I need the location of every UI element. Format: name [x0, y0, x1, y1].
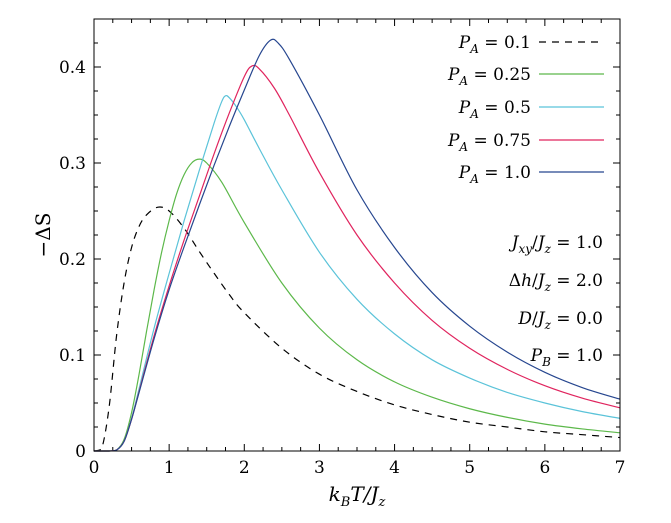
- y-tick-label: 0.3: [59, 154, 86, 174]
- x-tick-label: 3: [314, 458, 325, 478]
- x-tick-label: 6: [539, 458, 550, 478]
- series-line-0: [93, 206, 621, 452]
- annotation-d: D/Jz = 0.0: [517, 309, 603, 332]
- x-tick-label: 7: [615, 458, 626, 478]
- legend: PA = 0.1 PA = 0.25 PA = 0.5 PA = 0.75 PA = 1…: [447, 33, 604, 186]
- x-axis-label: kBT/Jz: [329, 482, 386, 510]
- axis-ticks: 0 1 2 3 4 5 6 7 0 0.1 0.2 0.3 0.4: [59, 19, 625, 478]
- legend-label-1: PA = 0.25: [447, 65, 531, 88]
- annotation-pb: PB = 1.0: [530, 346, 603, 369]
- series-lines: [93, 38, 621, 452]
- y-tick-label: 0.4: [59, 58, 86, 78]
- series-line-4: [93, 38, 621, 452]
- y-tick-label: 0.1: [59, 346, 86, 366]
- parameter-annotations: Jxy/Jz = 1.0 Δh/Jz = 2.0 D/Jz = 0.0 PB = 1.…: [509, 233, 603, 369]
- series-line-1: [93, 158, 621, 452]
- legend-label-2: PA = 0.5: [458, 98, 531, 121]
- y-tick-label: 0.2: [59, 250, 86, 270]
- legend-label-0: PA = 0.1: [458, 33, 531, 56]
- x-tick-label: 0: [89, 458, 100, 478]
- legend-label-4: PA = 1.0: [458, 163, 531, 186]
- annotation-dh: Δh/Jz = 2.0: [509, 271, 603, 294]
- legend-label-3: PA = 0.75: [447, 131, 531, 154]
- y-tick-label: 0: [75, 442, 86, 462]
- x-tick-label: 4: [389, 458, 400, 478]
- x-tick-label: 2: [239, 458, 250, 478]
- annotation-jxy: Jxy/Jz = 1.0: [509, 233, 603, 256]
- plot-frame: [93, 18, 621, 452]
- y-axis-label: −ΔS: [31, 213, 55, 258]
- x-tick-label: 1: [164, 458, 175, 478]
- x-tick-label: 5: [464, 458, 475, 478]
